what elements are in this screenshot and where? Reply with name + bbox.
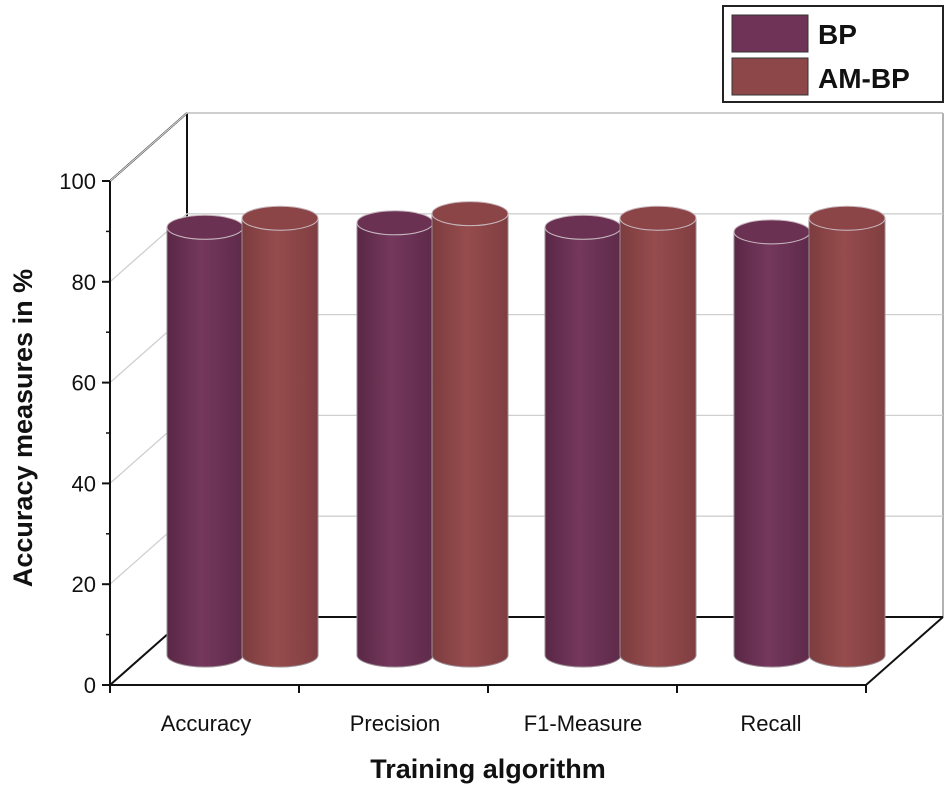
legend-label-am-bp: AM-BP [818,63,910,94]
legend: BP AM-BP [722,5,944,103]
x-tick-label: Recall [740,711,801,736]
bar-body [808,218,886,668]
bar-bp-f1-measure [544,214,622,668]
x-axis-ticks: Accuracy Precision F1-Measure Recall [109,685,867,736]
y-tick-label: 40 [72,471,96,496]
y-tick-label: 60 [72,371,96,396]
y-tick-label: 80 [72,270,96,295]
bar-top-cap [356,210,434,236]
bar-top-cap [166,214,244,240]
legend-swatch-bp [731,14,809,53]
legend-swatch-am-bp [731,57,809,96]
bars [166,201,886,668]
y-axis-title: Accuracy measures in % [8,269,38,587]
y-tick-label: 20 [72,572,96,597]
bar-body [431,213,509,668]
bar-top-cap [619,205,697,231]
bar-body [733,231,811,668]
x-tick-label: F1-Measure [524,711,643,736]
bar-body [356,222,434,668]
y-tick-label: 0 [84,673,96,698]
bar-body [544,227,622,668]
bar-top-cap [431,201,509,227]
bar-am-bp-accuracy [241,205,319,668]
bar-bp-precision [356,210,434,668]
bar-top-cap [808,205,886,231]
y-axis-ticks: 0 20 40 60 80 100 [59,169,110,698]
bar-bp-accuracy [166,214,244,668]
bar-top-cap [544,214,622,240]
bar-top-cap [733,219,811,245]
x-tick-label: Precision [350,711,440,736]
y-tick-label: 100 [59,169,96,194]
x-axis-title: Training algorithm [370,754,606,784]
floor-right-edge [865,616,944,686]
legend-label-bp: BP [818,19,857,50]
bar-top-cap [241,205,319,231]
bar-bp-recall [733,219,811,668]
grid-line [109,112,943,182]
bar-body [619,218,697,668]
x-tick-label: Accuracy [161,711,251,736]
bar-am-bp-precision [431,201,509,668]
bar-am-bp-f1-measure [619,205,697,668]
bar-am-bp-recall [808,205,886,668]
bar-body [166,227,244,668]
bar-body [241,218,319,668]
